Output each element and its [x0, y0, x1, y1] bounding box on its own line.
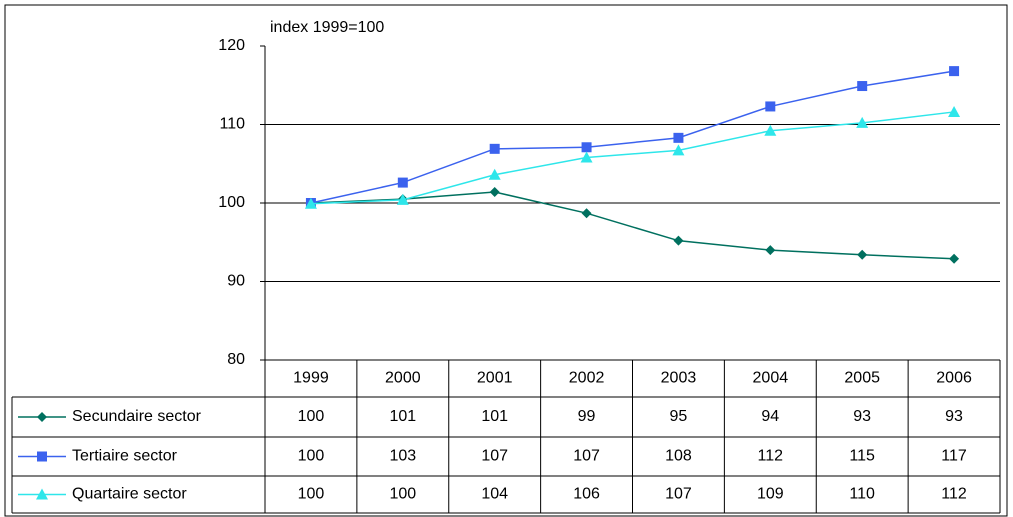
marker	[949, 253, 960, 264]
marker	[581, 208, 592, 219]
x-tick-label: 2002	[569, 370, 605, 387]
y-tick-label: 90	[227, 273, 245, 290]
table-cell: 100	[298, 408, 325, 425]
table-cell: 112	[941, 486, 967, 503]
marker	[37, 451, 47, 462]
marker	[580, 151, 593, 163]
marker	[581, 142, 592, 153]
x-tick-label: 1999	[293, 370, 329, 387]
table-cell: 100	[298, 486, 325, 503]
table-cell: 106	[573, 486, 600, 503]
marker	[397, 177, 408, 188]
marker	[489, 143, 500, 154]
marker	[304, 197, 317, 209]
table-cell: 94	[761, 408, 779, 425]
series-line	[310, 191, 955, 260]
table-cell: 109	[757, 486, 784, 503]
x-tick-label: 2004	[753, 370, 789, 387]
table-cell: 107	[481, 448, 508, 465]
marker	[672, 144, 685, 156]
table-cell: 93	[853, 408, 871, 425]
x-tick-label: 2003	[661, 370, 697, 387]
y-tick-label: 120	[218, 37, 245, 54]
y-tick-label: 80	[227, 351, 245, 368]
series-line	[310, 70, 955, 204]
table-cell: 95	[670, 408, 688, 425]
marker	[948, 105, 961, 117]
marker	[489, 187, 500, 198]
marker	[488, 168, 501, 180]
table-cell: 104	[481, 486, 508, 503]
marker	[37, 412, 47, 422]
marker	[857, 249, 868, 260]
marker	[396, 193, 409, 205]
marker	[765, 245, 776, 256]
marker	[36, 488, 48, 500]
table-cell: 100	[389, 486, 416, 503]
y-tick-label: 100	[218, 194, 245, 211]
marker	[856, 116, 869, 128]
table-cell: 107	[665, 486, 692, 503]
table-cell: 108	[665, 448, 692, 465]
table-cell: 99	[578, 408, 596, 425]
marker	[765, 101, 776, 112]
table-cell: 101	[481, 408, 508, 425]
table-cell: 103	[389, 448, 416, 465]
marker	[764, 124, 777, 136]
table-cell: 110	[849, 486, 875, 503]
legend-label: Secundaire sector	[72, 408, 202, 425]
table-cell: 93	[945, 408, 963, 425]
marker	[673, 235, 684, 246]
table-cell: 117	[941, 448, 967, 465]
series-line	[310, 111, 955, 205]
table-cell: 112	[758, 448, 784, 465]
table-cell: 115	[849, 448, 875, 465]
marker	[949, 66, 960, 77]
table-cell: 100	[298, 448, 325, 465]
marker	[673, 132, 684, 143]
x-tick-label: 2001	[477, 370, 513, 387]
table-cell: 107	[573, 448, 600, 465]
legend-label: Quartaire sector	[72, 486, 187, 503]
x-tick-label: 2000	[385, 370, 421, 387]
chart-frame	[4, 4, 1008, 517]
chart-subtitle: index 1999=100	[270, 19, 384, 36]
y-tick-label: 110	[219, 116, 245, 133]
legend-label: Tertiaire sector	[72, 448, 178, 465]
table-cell: 101	[389, 408, 416, 425]
x-tick-label: 2005	[844, 370, 880, 387]
x-tick-label: 2006	[936, 370, 972, 387]
marker	[857, 81, 868, 92]
